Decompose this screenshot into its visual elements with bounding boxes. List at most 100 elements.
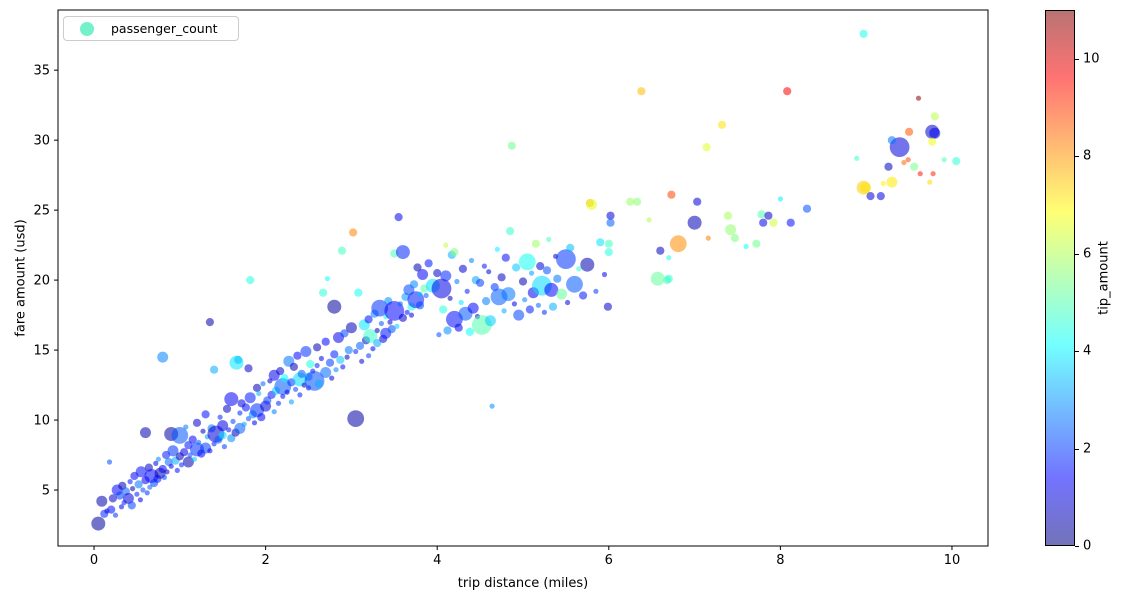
scatter-point [511,263,521,272]
scatter-point [576,266,582,272]
colorbar-label: tip_amount [1096,241,1112,315]
x-tick-label: 2 [261,553,269,568]
scatter-point [446,310,463,328]
scatter-point [387,319,393,325]
scatter-point [884,162,893,171]
scatter-point [535,302,542,308]
scatter-point [656,246,665,255]
scatter-point [118,504,125,510]
scatter-point [693,197,702,206]
scatter-point [431,278,452,299]
scatter-point [168,463,174,469]
scatter-point [344,354,350,360]
scatter-point [201,410,210,419]
axes-frame [57,9,989,547]
scatter-point [167,445,179,457]
colorbar-tick-mark [1075,253,1079,255]
scatter-point [501,287,516,302]
scatter-point [200,428,206,434]
scatter-point [458,299,464,306]
scatter-point [783,87,792,96]
scatter-point [725,224,737,236]
scatter-point [604,248,613,257]
scatter-point [786,218,795,227]
scatter-point [91,516,106,531]
scatter-point [929,127,941,139]
scatter-point [226,427,232,433]
scatter-point [234,355,243,364]
scatter-point [905,127,914,136]
scatter-point [127,479,133,485]
scatter-point [436,332,442,338]
scatter-point [467,302,479,314]
scatter-point [458,264,467,273]
scatter-point [743,243,749,250]
scatter-point [566,243,575,252]
scatter-point [318,355,324,362]
scatter-point [443,326,452,335]
scatter-point [404,309,410,315]
scatter-point [930,112,939,121]
scatter-point [349,228,358,237]
scatter-point [96,495,108,507]
x-tick-label: 10 [944,553,961,568]
scatter-point [330,350,339,359]
x-tick-label: 4 [433,553,441,568]
scatter-point [854,155,860,161]
scatter-point [454,323,463,332]
scatter-point [394,213,403,222]
scatter-point [596,238,605,247]
scatter-point [237,410,243,416]
scatter-point [196,439,202,445]
scatter-point [130,486,136,492]
scatter-point [147,484,153,490]
scatter-point [155,456,161,462]
colorbar-tick-mark [1075,58,1079,60]
scatter-point [221,444,227,450]
scatter-point [525,305,535,314]
scatter-point [363,329,378,344]
y-tick-label: 15 [33,344,50,359]
colorbar-tick-label: 10 [1083,51,1100,67]
scatter-point [464,288,470,294]
scatter-point [205,318,214,327]
scatter-point [454,278,460,285]
scatter-point [859,182,871,194]
scatter-point [603,302,613,311]
scatter-point [344,346,353,355]
scatter-point [134,491,140,497]
scatter-point [666,255,672,261]
scatter-point [115,491,124,500]
scatter-point [769,218,778,227]
scatter-point [387,325,396,334]
scatter-point [153,460,159,466]
scatter-point [476,278,485,287]
scatter-point [880,180,886,187]
scatter-point [604,239,613,248]
scatter-point [544,282,559,297]
scatter-point [324,276,330,282]
scatter-point [127,501,136,510]
scatter-point [192,418,202,427]
scatter-point [297,369,306,378]
scatter-point [723,211,733,220]
scatter-point [450,248,459,257]
scatter-point [246,276,255,285]
scatter-point [440,270,452,282]
scatter-point [876,192,885,201]
scatter-point [717,120,727,129]
scatter-point [211,441,217,447]
scatter-point [506,227,515,236]
scatter-point [650,271,665,286]
colorbar-tick-label: 2 [1083,441,1092,457]
scatter-point [917,171,923,177]
scatter-point [340,329,349,338]
scatter-point [887,136,897,145]
scatter-point [417,269,429,280]
scatter-point [157,351,169,363]
scatter-point [886,176,898,188]
scatter-point [371,299,389,317]
scatter-point [542,266,552,275]
scatter-point [646,217,652,223]
